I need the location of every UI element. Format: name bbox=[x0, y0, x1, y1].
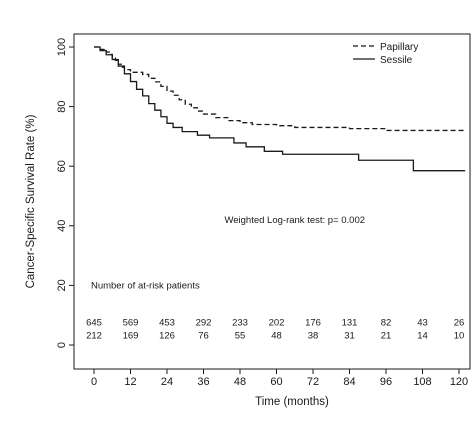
y-tick-label: 20 bbox=[56, 279, 68, 291]
at-risk-value: 43 bbox=[417, 317, 428, 328]
legend-label-sessile: Sessile bbox=[380, 55, 413, 66]
at-risk-value: 38 bbox=[308, 330, 319, 341]
x-tick-label: 12 bbox=[124, 376, 136, 388]
at-risk-value: 292 bbox=[196, 317, 212, 328]
at-risk-value: 55 bbox=[235, 330, 246, 341]
x-tick-label: 96 bbox=[380, 376, 392, 388]
at-risk-value: 212 bbox=[86, 330, 102, 341]
legend-label-papillary: Papillary bbox=[380, 42, 418, 53]
x-tick-label: 48 bbox=[234, 376, 246, 388]
x-tick-label: 72 bbox=[307, 376, 319, 388]
y-tick-label: 40 bbox=[56, 220, 68, 232]
series-line-sessile bbox=[94, 46, 466, 172]
at-risk-value: 76 bbox=[198, 330, 209, 341]
at-risk-value: 176 bbox=[305, 317, 321, 328]
at-risk-title: Number of at-risk patients bbox=[91, 280, 200, 291]
at-risk-value: 126 bbox=[159, 330, 175, 341]
y-tick-label: 80 bbox=[56, 100, 68, 112]
at-risk-value: 21 bbox=[381, 330, 392, 341]
logrank-annotation: Weighted Log-rank test: p= 0.002 bbox=[224, 215, 365, 226]
at-risk-value: 48 bbox=[271, 330, 282, 341]
at-risk-value: 569 bbox=[123, 317, 139, 328]
at-risk-value: 82 bbox=[381, 317, 392, 328]
x-tick-label: 84 bbox=[343, 376, 355, 388]
x-tick-label: 24 bbox=[161, 376, 173, 388]
at-risk-value: 202 bbox=[269, 317, 285, 328]
y-tick-label: 0 bbox=[56, 342, 68, 348]
at-risk-value: 10 bbox=[454, 330, 465, 341]
x-tick-label: 36 bbox=[197, 376, 209, 388]
at-risk-value: 31 bbox=[344, 330, 355, 341]
at-risk-value: 453 bbox=[159, 317, 175, 328]
x-axis-title: Time (months) bbox=[255, 396, 329, 408]
at-risk-value: 131 bbox=[342, 317, 358, 328]
x-tick-label: 60 bbox=[270, 376, 282, 388]
at-risk-value: 645 bbox=[86, 317, 102, 328]
at-risk-value: 14 bbox=[417, 330, 428, 341]
at-risk-value: 233 bbox=[232, 317, 248, 328]
at-risk-value: 26 bbox=[454, 317, 465, 328]
at-risk-value: 169 bbox=[123, 330, 139, 341]
y-axis-title: Cancer-Specific Survival Rate (%) bbox=[25, 114, 37, 288]
x-tick-label: 108 bbox=[413, 376, 431, 388]
plot-frame bbox=[73, 33, 471, 370]
x-tick-label: 120 bbox=[450, 376, 468, 388]
x-tick-label: 0 bbox=[91, 376, 97, 388]
y-tick-label: 100 bbox=[56, 38, 68, 56]
y-tick-label: 60 bbox=[56, 160, 68, 172]
